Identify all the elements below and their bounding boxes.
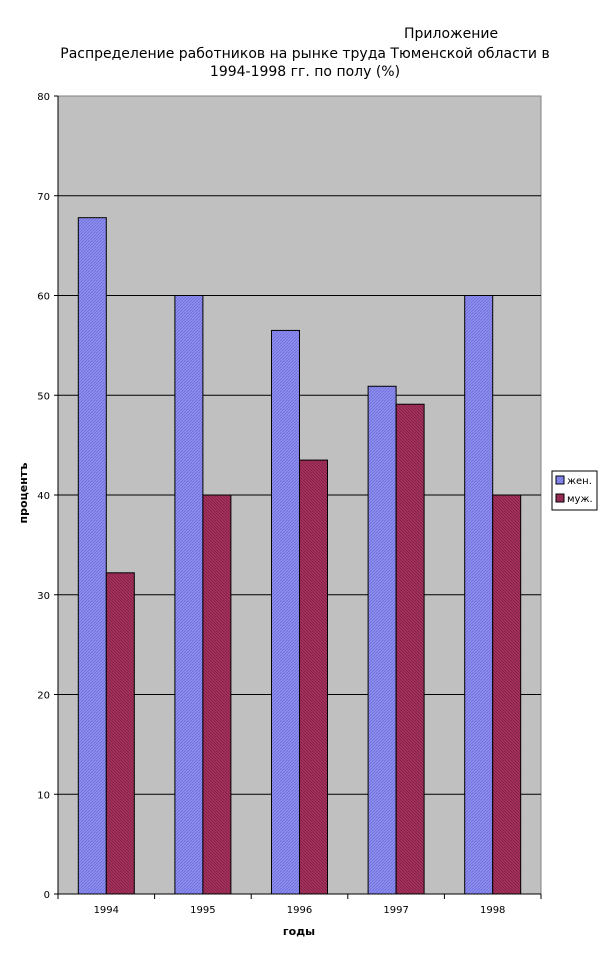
y-tick-label-40: 40 [37, 491, 50, 502]
bar-1998-series-1 [492, 494, 522, 895]
appendix-label: Приложение [404, 26, 499, 42]
x-axis-title: годы [283, 925, 315, 938]
legend-label-1: муж. [567, 494, 593, 505]
y-axis-title: процентъ [17, 463, 30, 524]
y-tick-label-20: 20 [37, 691, 50, 702]
x-tick-label-1995: 1995 [190, 905, 215, 916]
legend-label-0: жен. [567, 476, 592, 487]
y-tick-label-10: 10 [37, 790, 50, 801]
bar-1994-series-1 [105, 572, 135, 895]
y-tick-label-60: 60 [37, 292, 50, 303]
legend: жен. муж. [551, 470, 598, 511]
bar-1996-series-0 [271, 329, 300, 895]
bar-1997-series-1 [395, 403, 425, 895]
y-tick-label-50: 50 [37, 391, 50, 402]
legend-swatch-0 [555, 475, 565, 485]
x-tick-label-1997: 1997 [383, 905, 408, 916]
x-tick-label-1998: 1998 [480, 905, 505, 916]
chart-title-line-2: 1994-1998 гг. по полу (%) [209, 64, 401, 80]
axes [54, 95, 542, 899]
bar-1995-series-0 [174, 295, 204, 895]
chart-title: Распределение работников на рынке труда … [0, 45, 610, 81]
y-tick-label-80: 80 [37, 92, 50, 103]
bars [77, 217, 522, 895]
chart-title-line-1: Распределение работников на рынке труда … [60, 46, 550, 62]
x-tick-label-1994: 1994 [94, 905, 119, 916]
bar-1997-series-0 [367, 385, 397, 895]
legend-swatch-1 [555, 493, 565, 503]
bar-1996-series-1 [299, 459, 328, 895]
x-tick-labels: 1994 1995 1996 1997 1998 [94, 905, 506, 916]
y-tick-label-30: 30 [37, 591, 50, 602]
x-tick-label-1996: 1996 [287, 905, 312, 916]
y-tick-label-70: 70 [37, 192, 50, 203]
y-tick-label-0: 0 [44, 890, 50, 901]
bar-1994-series-0 [77, 217, 107, 895]
bar-1995-series-1 [202, 494, 232, 895]
bar-1998-series-0 [464, 295, 494, 895]
y-tick-labels: 0 10 20 30 40 50 60 70 80 [37, 92, 50, 901]
